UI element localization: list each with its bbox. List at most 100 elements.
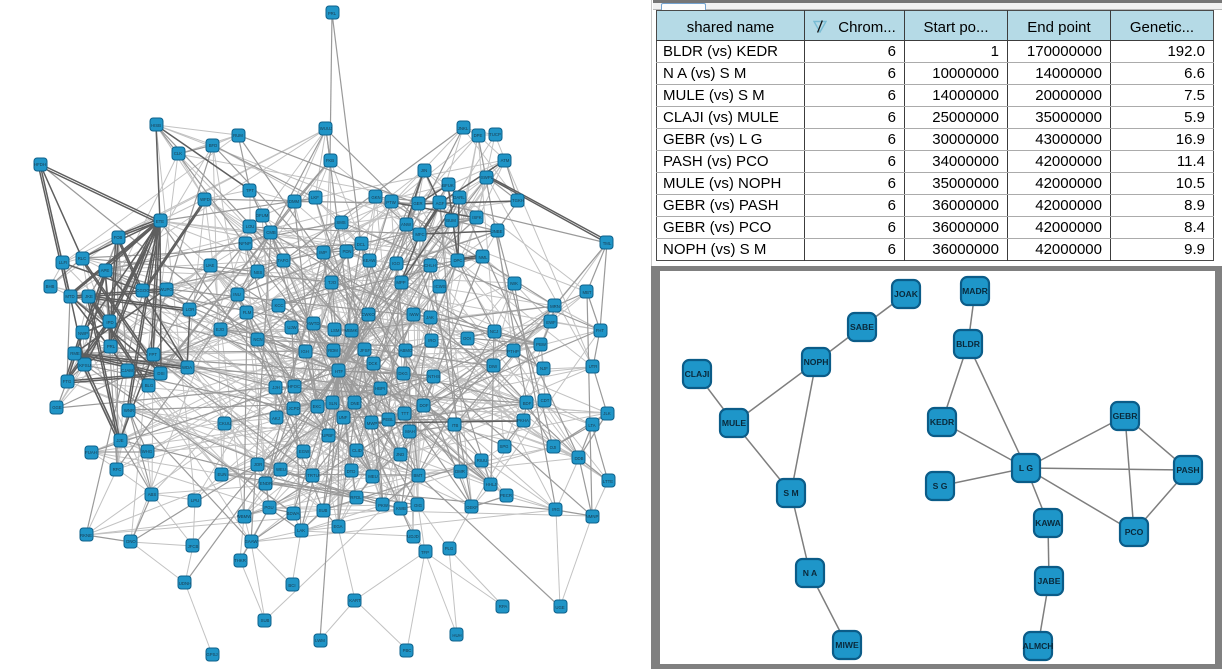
svg-text:BFD: BFD [209, 143, 218, 148]
svg-text:ATM: ATM [501, 158, 510, 163]
svg-text:IPD: IPD [106, 320, 113, 325]
svg-text:LTA: LTA [588, 423, 595, 428]
svg-text:THKR: THKR [234, 558, 246, 563]
svg-text:NTHS: NTHS [428, 374, 440, 379]
svg-text:DMR: DMR [455, 469, 465, 474]
svg-text:KWB: KWB [396, 506, 406, 511]
svg-text:OEKF: OEKF [466, 505, 478, 510]
svg-text:HISB: HISB [151, 123, 161, 128]
svg-text:EUN: EUN [217, 472, 226, 477]
svg-text:GAAW: GAAW [245, 539, 259, 544]
svg-text:GEBR: GEBR [1113, 411, 1139, 421]
svg-text:UPBF: UPBF [322, 433, 334, 438]
svg-text:KART: KART [349, 598, 361, 603]
svg-text:OJI: OJI [550, 445, 557, 450]
svg-text:PLG: PLG [445, 546, 454, 551]
svg-text:IGH: IGH [301, 349, 309, 354]
svg-text:RIUU: RIUU [477, 458, 488, 463]
svg-text:CLAJI: CLAJI [685, 369, 710, 379]
svg-text:LOR: LOR [186, 307, 195, 312]
svg-text:RDM: RDM [328, 348, 338, 353]
svg-text:BLDR: BLDR [956, 339, 981, 349]
svg-text:L G: L G [1019, 463, 1033, 473]
svg-text:DPC: DPC [453, 258, 462, 263]
svg-text:WBMW: WBMW [237, 514, 253, 519]
svg-text:DKG: DKG [398, 371, 408, 376]
svg-text:IRG: IRG [552, 507, 560, 512]
svg-text:ENDR: ENDR [260, 481, 272, 486]
svg-text:NFNP: NFNP [239, 241, 251, 246]
svg-text:TAFG: TAFG [277, 258, 289, 263]
svg-text:ETE: ETE [156, 219, 164, 224]
svg-text:MFC: MFC [415, 232, 424, 237]
svg-text:FLM: FLM [243, 310, 252, 315]
svg-text:S G: S G [933, 481, 948, 491]
svg-text:LTTE: LTTE [603, 479, 613, 484]
svg-text:UTR: UTR [589, 364, 598, 369]
svg-text:TJO: TJO [328, 280, 337, 285]
svg-text:MADR: MADR [962, 286, 989, 296]
svg-text:BUM: BUM [446, 218, 456, 223]
svg-text:PEBL: PEBL [383, 417, 395, 422]
svg-text:AKJ: AKJ [272, 416, 280, 421]
svg-text:JNKL: JNKL [458, 126, 469, 131]
svg-text:DCL: DCL [357, 242, 366, 247]
svg-text:IWW: IWW [409, 312, 419, 317]
svg-text:JCPD: JCPD [288, 406, 299, 411]
svg-text:GPSJ: GPSJ [206, 652, 217, 657]
svg-text:WEU: WEU [276, 467, 286, 472]
svg-text:ISFK: ISFK [472, 215, 482, 220]
svg-text:S M: S M [783, 488, 798, 498]
svg-text:CMB: CMB [266, 230, 276, 235]
svg-text:NOPH: NOPH [804, 357, 829, 367]
svg-text:HBPI: HBPI [375, 386, 385, 391]
svg-text:PGU: PGU [264, 505, 273, 510]
svg-text:TUCP: TUCP [489, 132, 501, 137]
svg-text:EWF: EWF [546, 320, 556, 325]
svg-text:FOB: FOB [114, 235, 123, 240]
svg-text:DIW: DIW [489, 364, 498, 369]
svg-text:OOI: OOI [463, 336, 471, 341]
svg-text:FHT: FHT [596, 328, 605, 333]
svg-text:TPT: TPT [246, 188, 254, 193]
svg-text:CLK: CLK [174, 151, 182, 156]
svg-text:BDF: BDF [523, 401, 532, 406]
svg-text:KFSU: KFSU [79, 363, 90, 368]
svg-text:CGOG: CGOG [136, 288, 150, 293]
svg-text:LWM: LWM [315, 638, 325, 643]
svg-text:HUH: HUH [452, 633, 461, 638]
svg-text:JKE: JKE [85, 294, 93, 299]
svg-text:JJE: JJE [116, 438, 123, 443]
svg-text:OIG: OIG [414, 503, 423, 508]
svg-text:DOF: DOF [419, 403, 428, 408]
svg-text:JAK: JAK [426, 315, 434, 320]
svg-text:KAWA: KAWA [1035, 518, 1061, 528]
svg-text:AGF: AGF [436, 201, 445, 206]
svg-text:BCI: BCI [288, 583, 295, 588]
svg-text:CLID: CLID [352, 448, 362, 453]
svg-text:JABE: JABE [1038, 576, 1061, 586]
svg-text:SUB: SUB [319, 508, 328, 513]
svg-text:FUAH: FUAH [85, 450, 97, 455]
svg-text:KCC: KCC [274, 303, 283, 308]
svg-text:NCN: NCN [253, 337, 262, 342]
svg-text:TML: TML [603, 241, 612, 246]
svg-text:TTT: TTT [401, 411, 409, 416]
svg-text:CWKO: CWKO [361, 312, 375, 317]
svg-text:WUPG: WUPG [159, 287, 173, 292]
svg-text:WDA: WDA [182, 365, 192, 370]
svg-text:UJW: UJW [287, 325, 297, 330]
svg-text:ICWS: ICWS [434, 284, 445, 289]
svg-text:IWK: IWK [510, 281, 518, 286]
svg-text:RFC: RFC [113, 467, 122, 472]
svg-text:NWP: NWP [78, 331, 88, 336]
svg-text:PTHP: PTHP [507, 349, 519, 354]
svg-text:HHLJ: HHLJ [486, 482, 497, 487]
svg-text:NML: NML [478, 255, 488, 260]
svg-text:LPU: LPU [191, 498, 199, 503]
svg-text:INU: INU [233, 292, 240, 297]
svg-text:MULE: MULE [722, 418, 747, 428]
svg-text:HWTD: HWTD [307, 321, 320, 326]
svg-text:MIWE: MIWE [835, 640, 859, 650]
svg-text:DARL: DARL [453, 195, 465, 200]
